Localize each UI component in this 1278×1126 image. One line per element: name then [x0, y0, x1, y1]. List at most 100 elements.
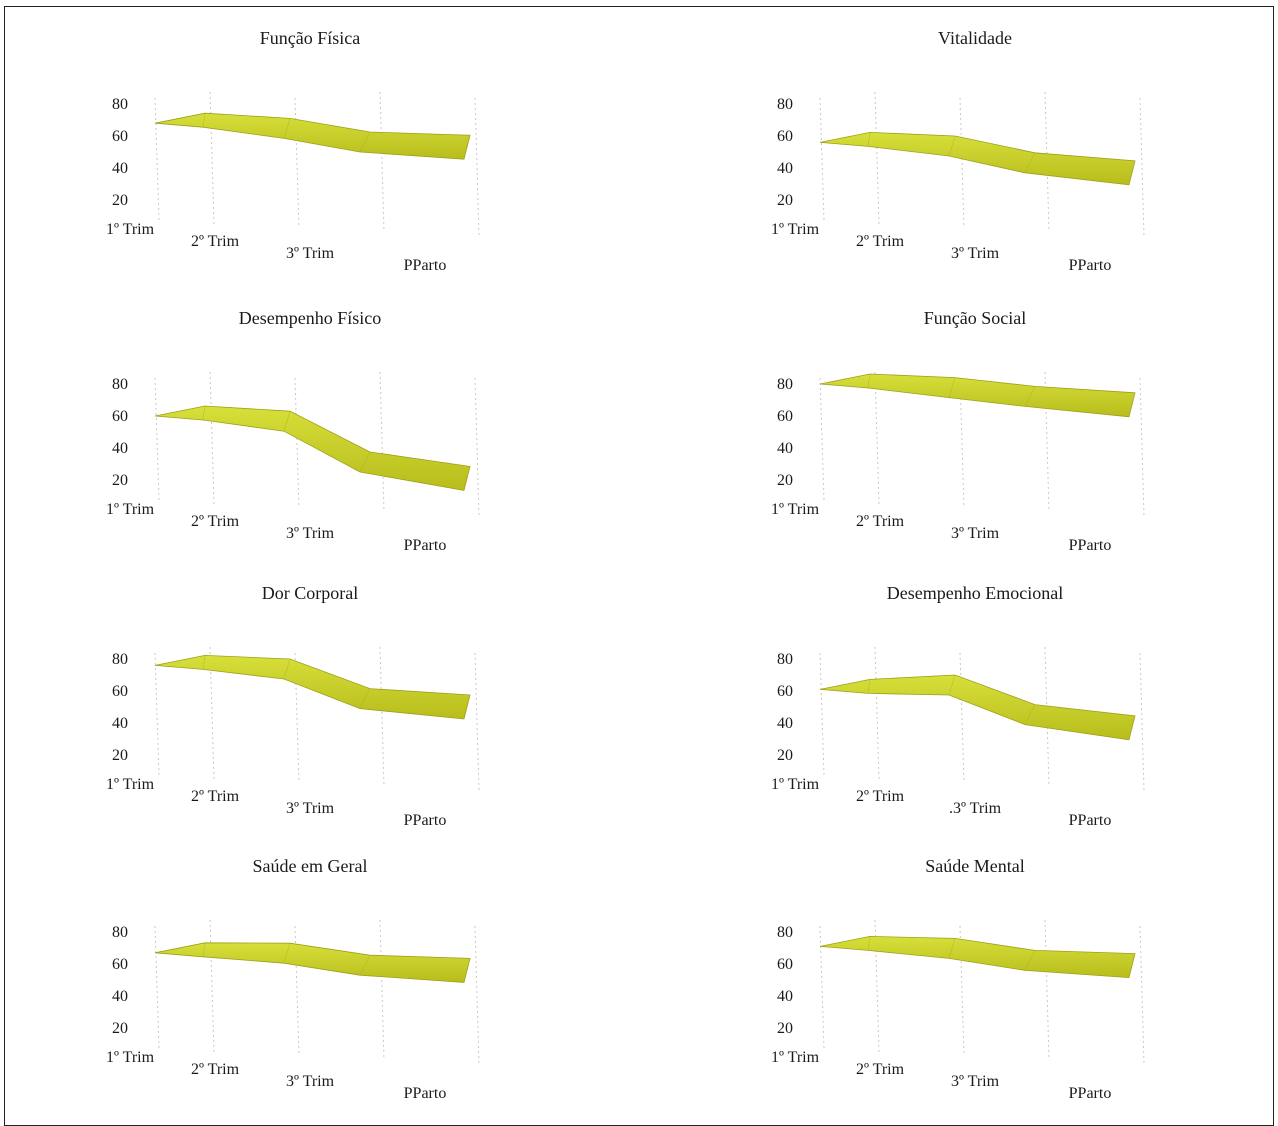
- x-tick-label: 2º Trim: [191, 788, 240, 805]
- grid-line: [875, 372, 879, 504]
- surface-ribbon: [820, 132, 1135, 184]
- x-tick-label: PParto: [1069, 257, 1112, 274]
- x-tick-label: 2º Trim: [856, 1061, 905, 1078]
- surface-ribbon: [155, 655, 470, 719]
- chart-title: Vitalidade: [938, 28, 1012, 48]
- x-tick-label: 1º Trim: [106, 1049, 155, 1066]
- surface-ribbon: [820, 936, 1135, 977]
- grid-line: [380, 92, 384, 232]
- grid-line: [1140, 653, 1144, 791]
- y-tick-label: 40: [112, 160, 128, 177]
- chart-svg: Dor Corporal 80 60 40 20 1º Trim 2º Trim 3º Tri…: [70, 575, 500, 835]
- chart-title: Desempenho Físico: [239, 308, 381, 328]
- surface-ribbon: [155, 943, 470, 983]
- grid-line: [210, 920, 214, 1052]
- grid-line: [475, 926, 479, 1064]
- y-tick-label: 60: [777, 956, 793, 973]
- grid-line: [155, 378, 159, 500]
- y-tick-label: 20: [777, 1020, 793, 1037]
- y-tick-label: 20: [112, 472, 128, 489]
- x-tick-label: PParto: [404, 257, 447, 274]
- y-tick-label: 40: [112, 988, 128, 1005]
- chart-title: Função Social: [924, 308, 1026, 328]
- x-tick-label: PParto: [404, 1085, 447, 1102]
- x-tick-label: 1º Trim: [106, 776, 155, 793]
- x-tick-label: 1º Trim: [771, 501, 820, 518]
- x-tick-label: PParto: [404, 537, 447, 554]
- x-tick-label: 1º Trim: [106, 221, 155, 238]
- grid-line: [210, 372, 214, 504]
- y-tick-label: 40: [777, 160, 793, 177]
- chart-title: Função Física: [260, 28, 361, 48]
- grid-line: [380, 647, 384, 787]
- chart-title: Saúde em Geral: [253, 856, 368, 876]
- y-tick-label: 60: [777, 683, 793, 700]
- x-tick-label: PParto: [1069, 1085, 1112, 1102]
- x-tick-label: 3º Trim: [286, 245, 335, 262]
- y-tick-label: 80: [112, 651, 128, 668]
- y-tick-label: 40: [777, 988, 793, 1005]
- x-tick-label: 2º Trim: [191, 1061, 240, 1078]
- grid-line: [475, 653, 479, 791]
- grid-line: [210, 92, 214, 224]
- surface-ribbon: [155, 113, 470, 159]
- grid-line: [155, 926, 159, 1048]
- x-tick-label: 2º Trim: [856, 233, 905, 250]
- y-tick-label: 20: [777, 472, 793, 489]
- x-tick-label: 3º Trim: [286, 1073, 335, 1090]
- chart-title: Saúde Mental: [925, 856, 1024, 876]
- x-tick-label: PParto: [1069, 537, 1112, 554]
- y-tick-label: 20: [777, 747, 793, 764]
- y-tick-label: 80: [777, 924, 793, 941]
- y-tick-label: 60: [112, 128, 128, 145]
- y-tick-label: 40: [777, 440, 793, 457]
- chart-title: Dor Corporal: [262, 583, 358, 603]
- y-tick-label: 80: [777, 96, 793, 113]
- y-tick-label: 40: [777, 715, 793, 732]
- x-tick-label: 3º Trim: [951, 525, 1000, 542]
- grid-line: [960, 653, 964, 783]
- chart-title: Desempenho Emocional: [887, 583, 1063, 603]
- y-tick-label: 40: [112, 440, 128, 457]
- surface-ribbon: [155, 406, 470, 490]
- y-tick-label: 80: [112, 96, 128, 113]
- grid-line: [295, 378, 299, 508]
- grid-line: [1140, 378, 1144, 516]
- y-tick-label: 80: [112, 924, 128, 941]
- grid-line: [820, 98, 824, 220]
- y-tick-label: 20: [112, 747, 128, 764]
- surface-ribbon: [820, 675, 1135, 740]
- y-tick-label: 40: [112, 715, 128, 732]
- x-tick-label: 3º Trim: [286, 525, 335, 542]
- y-tick-label: 80: [777, 651, 793, 668]
- x-tick-label: 1º Trim: [771, 221, 820, 238]
- x-tick-label: 3º Trim: [951, 245, 1000, 262]
- grid-line: [820, 653, 824, 775]
- y-tick-label: 80: [112, 376, 128, 393]
- x-tick-label: 2º Trim: [191, 513, 240, 530]
- x-tick-label: 3º Trim: [286, 800, 335, 817]
- grid-line: [380, 372, 384, 512]
- grid-line: [475, 378, 479, 516]
- y-tick-label: 20: [112, 192, 128, 209]
- y-tick-label: 60: [777, 408, 793, 425]
- y-tick-label: 60: [112, 683, 128, 700]
- x-tick-label: 1º Trim: [771, 776, 820, 793]
- grid-line: [380, 920, 384, 1060]
- x-tick-label: 1º Trim: [771, 1049, 820, 1066]
- surface-ribbon: [820, 374, 1135, 417]
- grid-line: [1140, 926, 1144, 1064]
